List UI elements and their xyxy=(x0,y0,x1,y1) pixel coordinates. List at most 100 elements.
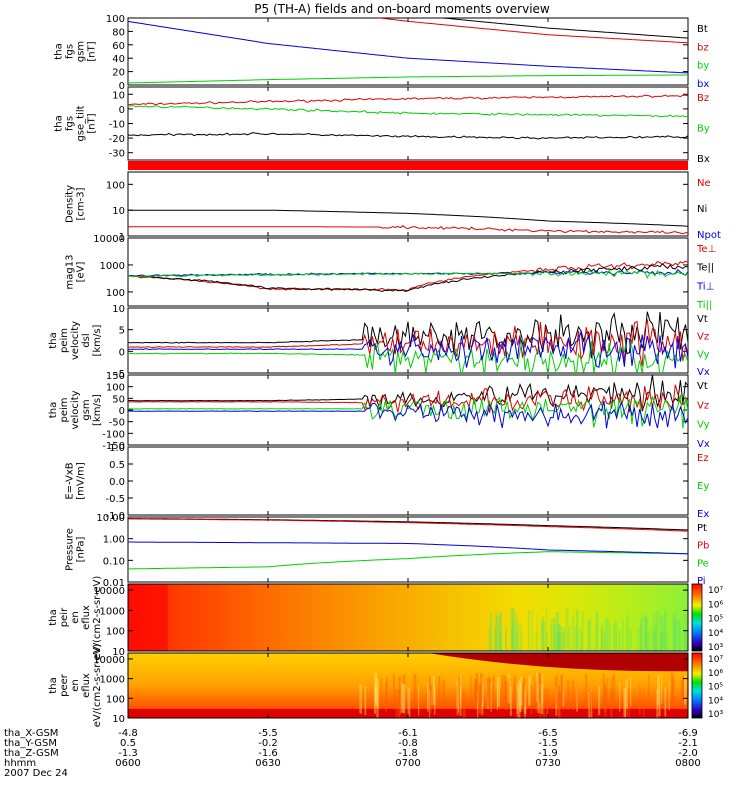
spectrogram-streak xyxy=(576,609,578,650)
spectrogram xyxy=(128,584,688,651)
spectrogram-streak xyxy=(648,674,650,705)
legend-label: Vz xyxy=(697,332,709,343)
spectrogram-streak xyxy=(519,683,521,713)
spectrogram-streak xyxy=(537,673,540,703)
series-line-Te|| xyxy=(128,263,688,292)
y-tick-label: 0.01 xyxy=(103,578,125,589)
footer-value: 0700 xyxy=(395,758,420,769)
spectrogram-streak xyxy=(553,624,557,651)
spectrogram-streak xyxy=(521,682,524,712)
spectrogram-streak xyxy=(664,608,667,649)
y-tick-label: 1000 xyxy=(100,606,125,617)
spectrogram-streak xyxy=(457,683,460,713)
spectrogram-streak xyxy=(685,632,688,651)
spectrogram-streak xyxy=(509,686,512,716)
y-tick-label: -5 xyxy=(115,369,125,380)
spectrogram-streak xyxy=(413,674,417,704)
spectrogram-streak xyxy=(499,611,503,651)
y-axis-label: thapeerenefluxeV/(cm2-s-sr-eV) xyxy=(48,644,103,728)
y-tick-label: 10 xyxy=(112,647,125,658)
series-line-by xyxy=(128,74,688,84)
spectrogram-streak xyxy=(590,691,593,718)
spectrogram-streak xyxy=(545,632,549,651)
spectrogram-streak xyxy=(588,618,592,651)
legend-label: Vy xyxy=(697,349,710,360)
spectrogram-high-flux xyxy=(128,584,168,651)
footer-value: -6.5 xyxy=(538,728,558,739)
series-group xyxy=(128,518,688,570)
spectrogram-streak xyxy=(596,611,598,651)
spectrogram-streak xyxy=(537,683,540,713)
footer-value: 0600 xyxy=(115,758,140,769)
series-line-Pi xyxy=(128,541,688,555)
series-line-Te⊥ xyxy=(128,260,688,292)
spectrogram-streak xyxy=(497,677,501,707)
y-tick-label: 0.5 xyxy=(109,460,125,471)
spectrogram-streak xyxy=(557,623,560,651)
legend-label: Vt xyxy=(697,314,708,325)
spectrogram-streak xyxy=(474,680,477,711)
spectrogram-streak xyxy=(531,608,533,650)
spectrogram-streak xyxy=(579,628,582,651)
spectrogram-streak xyxy=(528,676,532,706)
footer-value: -4.8 xyxy=(118,728,138,739)
y-tick-label: 20 xyxy=(112,68,125,79)
spectrogram-streak xyxy=(462,690,466,718)
spectrogram-streak xyxy=(476,691,479,718)
spectrogram-streak xyxy=(580,632,583,651)
spectrogram-streak xyxy=(664,687,667,717)
spectrogram-streak xyxy=(557,630,560,651)
spectrogram-streak xyxy=(567,680,570,710)
spectrogram-streak xyxy=(550,624,552,651)
spectrogram-streak xyxy=(402,674,406,704)
spectrogram-streak xyxy=(658,686,661,716)
y-axis-label: mag13[eV] xyxy=(65,255,87,290)
spectrogram-streak xyxy=(515,632,518,651)
spectrogram-streak xyxy=(540,674,542,705)
spectrogram-streak xyxy=(555,612,559,651)
spectrogram-streak xyxy=(385,681,387,712)
spectrogram-streak xyxy=(395,689,398,718)
spectrogram-streak xyxy=(474,678,478,709)
spectrogram-streak xyxy=(519,682,522,712)
red-band xyxy=(128,161,688,170)
spectrogram-streak xyxy=(671,672,674,702)
y-tick-label: 100 xyxy=(106,14,125,25)
spectrogram-streak xyxy=(398,676,401,706)
spectrogram-streak xyxy=(676,617,678,651)
footer-value: -1.3 xyxy=(118,748,138,759)
spectrogram-streak xyxy=(490,682,492,713)
spectrogram-streak xyxy=(644,619,647,651)
spectrogram-streak xyxy=(672,677,675,707)
legend-label: by xyxy=(697,61,709,72)
spectrogram-streak xyxy=(507,678,510,708)
colorbar-tick-label: 10³ xyxy=(708,710,723,720)
colorbar-tick-label: 10⁴ xyxy=(708,696,723,706)
spectrogram-streak xyxy=(612,624,615,651)
legend-label: Pt xyxy=(697,523,707,534)
spectrogram-streak xyxy=(595,612,598,651)
spectrogram-streak xyxy=(648,629,650,651)
y-tick-label: 60 xyxy=(112,41,125,52)
spectrogram-streak xyxy=(659,613,661,651)
spectrogram-streak xyxy=(629,628,632,651)
spectrogram-streak xyxy=(541,616,544,651)
spectrogram-streak xyxy=(677,619,681,651)
spectrogram-streak xyxy=(655,610,659,651)
spectrogram-streak xyxy=(376,689,379,718)
spectrogram-streak xyxy=(430,675,432,706)
spectrogram-streak xyxy=(615,623,618,651)
spectrogram-streak xyxy=(486,679,489,709)
y-axis-label: thapeirenefluxeV/(cm2-s-sr-eV) xyxy=(48,576,103,660)
footer-value: 0730 xyxy=(535,758,560,769)
footer-value: -1.9 xyxy=(538,748,558,759)
spectrogram-streak xyxy=(607,616,609,651)
spectrogram-streak xyxy=(593,625,595,651)
series-line-Pb xyxy=(128,518,688,532)
spectrogram-streak xyxy=(683,633,686,651)
colorbar-tick-label: 10⁵ xyxy=(708,683,723,693)
spectrogram-streak xyxy=(611,678,613,708)
spectrogram-streak xyxy=(374,677,378,707)
spectrogram-streak xyxy=(494,616,497,651)
footer-value: -1.5 xyxy=(538,738,558,749)
